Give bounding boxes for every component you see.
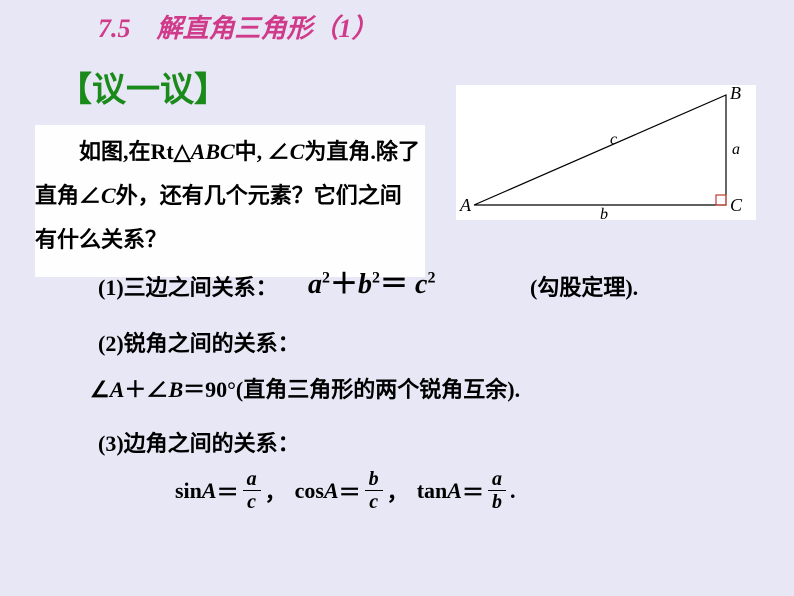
- exp-2: 2: [372, 270, 380, 287]
- var-c: C: [101, 183, 116, 208]
- svg-text:A: A: [459, 195, 472, 215]
- svg-text:a: a: [732, 141, 740, 158]
- svg-text:b: b: [600, 206, 608, 220]
- angle-sum-formula: ∠A＋∠B＝90°(直角三角形的两个锐角互余).: [90, 372, 520, 404]
- angle-sum-note: ＝90°(直角三角形的两个锐角互余).: [183, 377, 520, 402]
- var-b: b: [358, 269, 372, 300]
- prompt-text: 直角∠: [35, 183, 101, 208]
- var-A: A: [202, 478, 217, 503]
- comma: ，: [387, 475, 409, 507]
- pythagoras-formula: a2＋b2＝ c2: [308, 262, 435, 302]
- prompt-text: 外，还有几个元素？它们之间: [116, 183, 402, 208]
- relation-2-label: (2)锐角之间的关系：: [98, 326, 300, 358]
- relation-3-label: (3)边角之间的关系：: [98, 426, 300, 458]
- equals-sign: ＝: [217, 475, 239, 507]
- period: .: [510, 478, 516, 504]
- relation-1-label: (1)三边之间关系：: [98, 270, 278, 302]
- slide-title: 7.5 解直角三角形（1）: [98, 8, 378, 45]
- var-a: a: [308, 269, 322, 300]
- cos-fn: cos: [295, 478, 324, 503]
- var-A: A: [447, 478, 462, 503]
- prompt-text: 中, ∠: [235, 139, 290, 164]
- fraction: bc: [365, 468, 383, 513]
- equals-sign: ＝: [339, 475, 361, 507]
- svg-text:B: B: [730, 85, 741, 103]
- prompt-text: 为直角.除了: [304, 139, 420, 164]
- var-c: c: [415, 269, 427, 300]
- var-B: B: [168, 377, 183, 402]
- discuss-heading: 【议一议】: [58, 62, 228, 111]
- sin-relation: sinA＝ ac ，: [175, 468, 287, 513]
- plus-sign: ＋: [330, 269, 358, 300]
- prompt-text: 有什么关系？: [35, 227, 167, 252]
- numerator: a: [243, 468, 261, 491]
- angle-sign: ∠: [90, 377, 110, 402]
- exp-2: 2: [427, 270, 435, 287]
- pythagoras-note: (勾股定理).: [530, 270, 638, 302]
- denominator: c: [243, 491, 260, 513]
- svg-text:C: C: [730, 195, 743, 215]
- denominator: b: [488, 491, 506, 513]
- numerator: a: [488, 468, 506, 491]
- exp-2: 2: [322, 270, 330, 287]
- comma: ，: [265, 475, 287, 507]
- var-abc: ABC: [191, 139, 235, 164]
- var-A: A: [110, 377, 125, 402]
- svg-text:c: c: [610, 131, 617, 148]
- triangle-diagram: A B C a b c: [456, 85, 756, 220]
- equals-sign: ＝: [462, 475, 484, 507]
- sin-fn: sin: [175, 478, 202, 503]
- tan-fn: tan: [417, 478, 448, 503]
- triangle-svg: A B C a b c: [456, 85, 756, 220]
- plus-angle: ＋∠: [124, 377, 168, 402]
- cos-relation: cosA＝ bc ，: [295, 468, 409, 513]
- fraction: ab: [488, 468, 506, 513]
- var-c: C: [290, 139, 305, 164]
- equals-sign: ＝: [380, 269, 408, 300]
- prompt-text: 如图,在Rt△: [35, 139, 191, 164]
- numerator: b: [365, 468, 383, 491]
- fraction: ac: [243, 468, 261, 513]
- var-A: A: [324, 478, 339, 503]
- denominator: c: [365, 491, 382, 513]
- prompt-box: 如图,在Rt△ABC中, ∠C为直角.除了 直角∠C外，还有几个元素？它们之间 …: [35, 125, 425, 277]
- tan-relation: tanA＝ ab .: [417, 468, 516, 513]
- trig-relations: sinA＝ ac ， cosA＝ bc ， tanA＝ ab .: [175, 468, 523, 513]
